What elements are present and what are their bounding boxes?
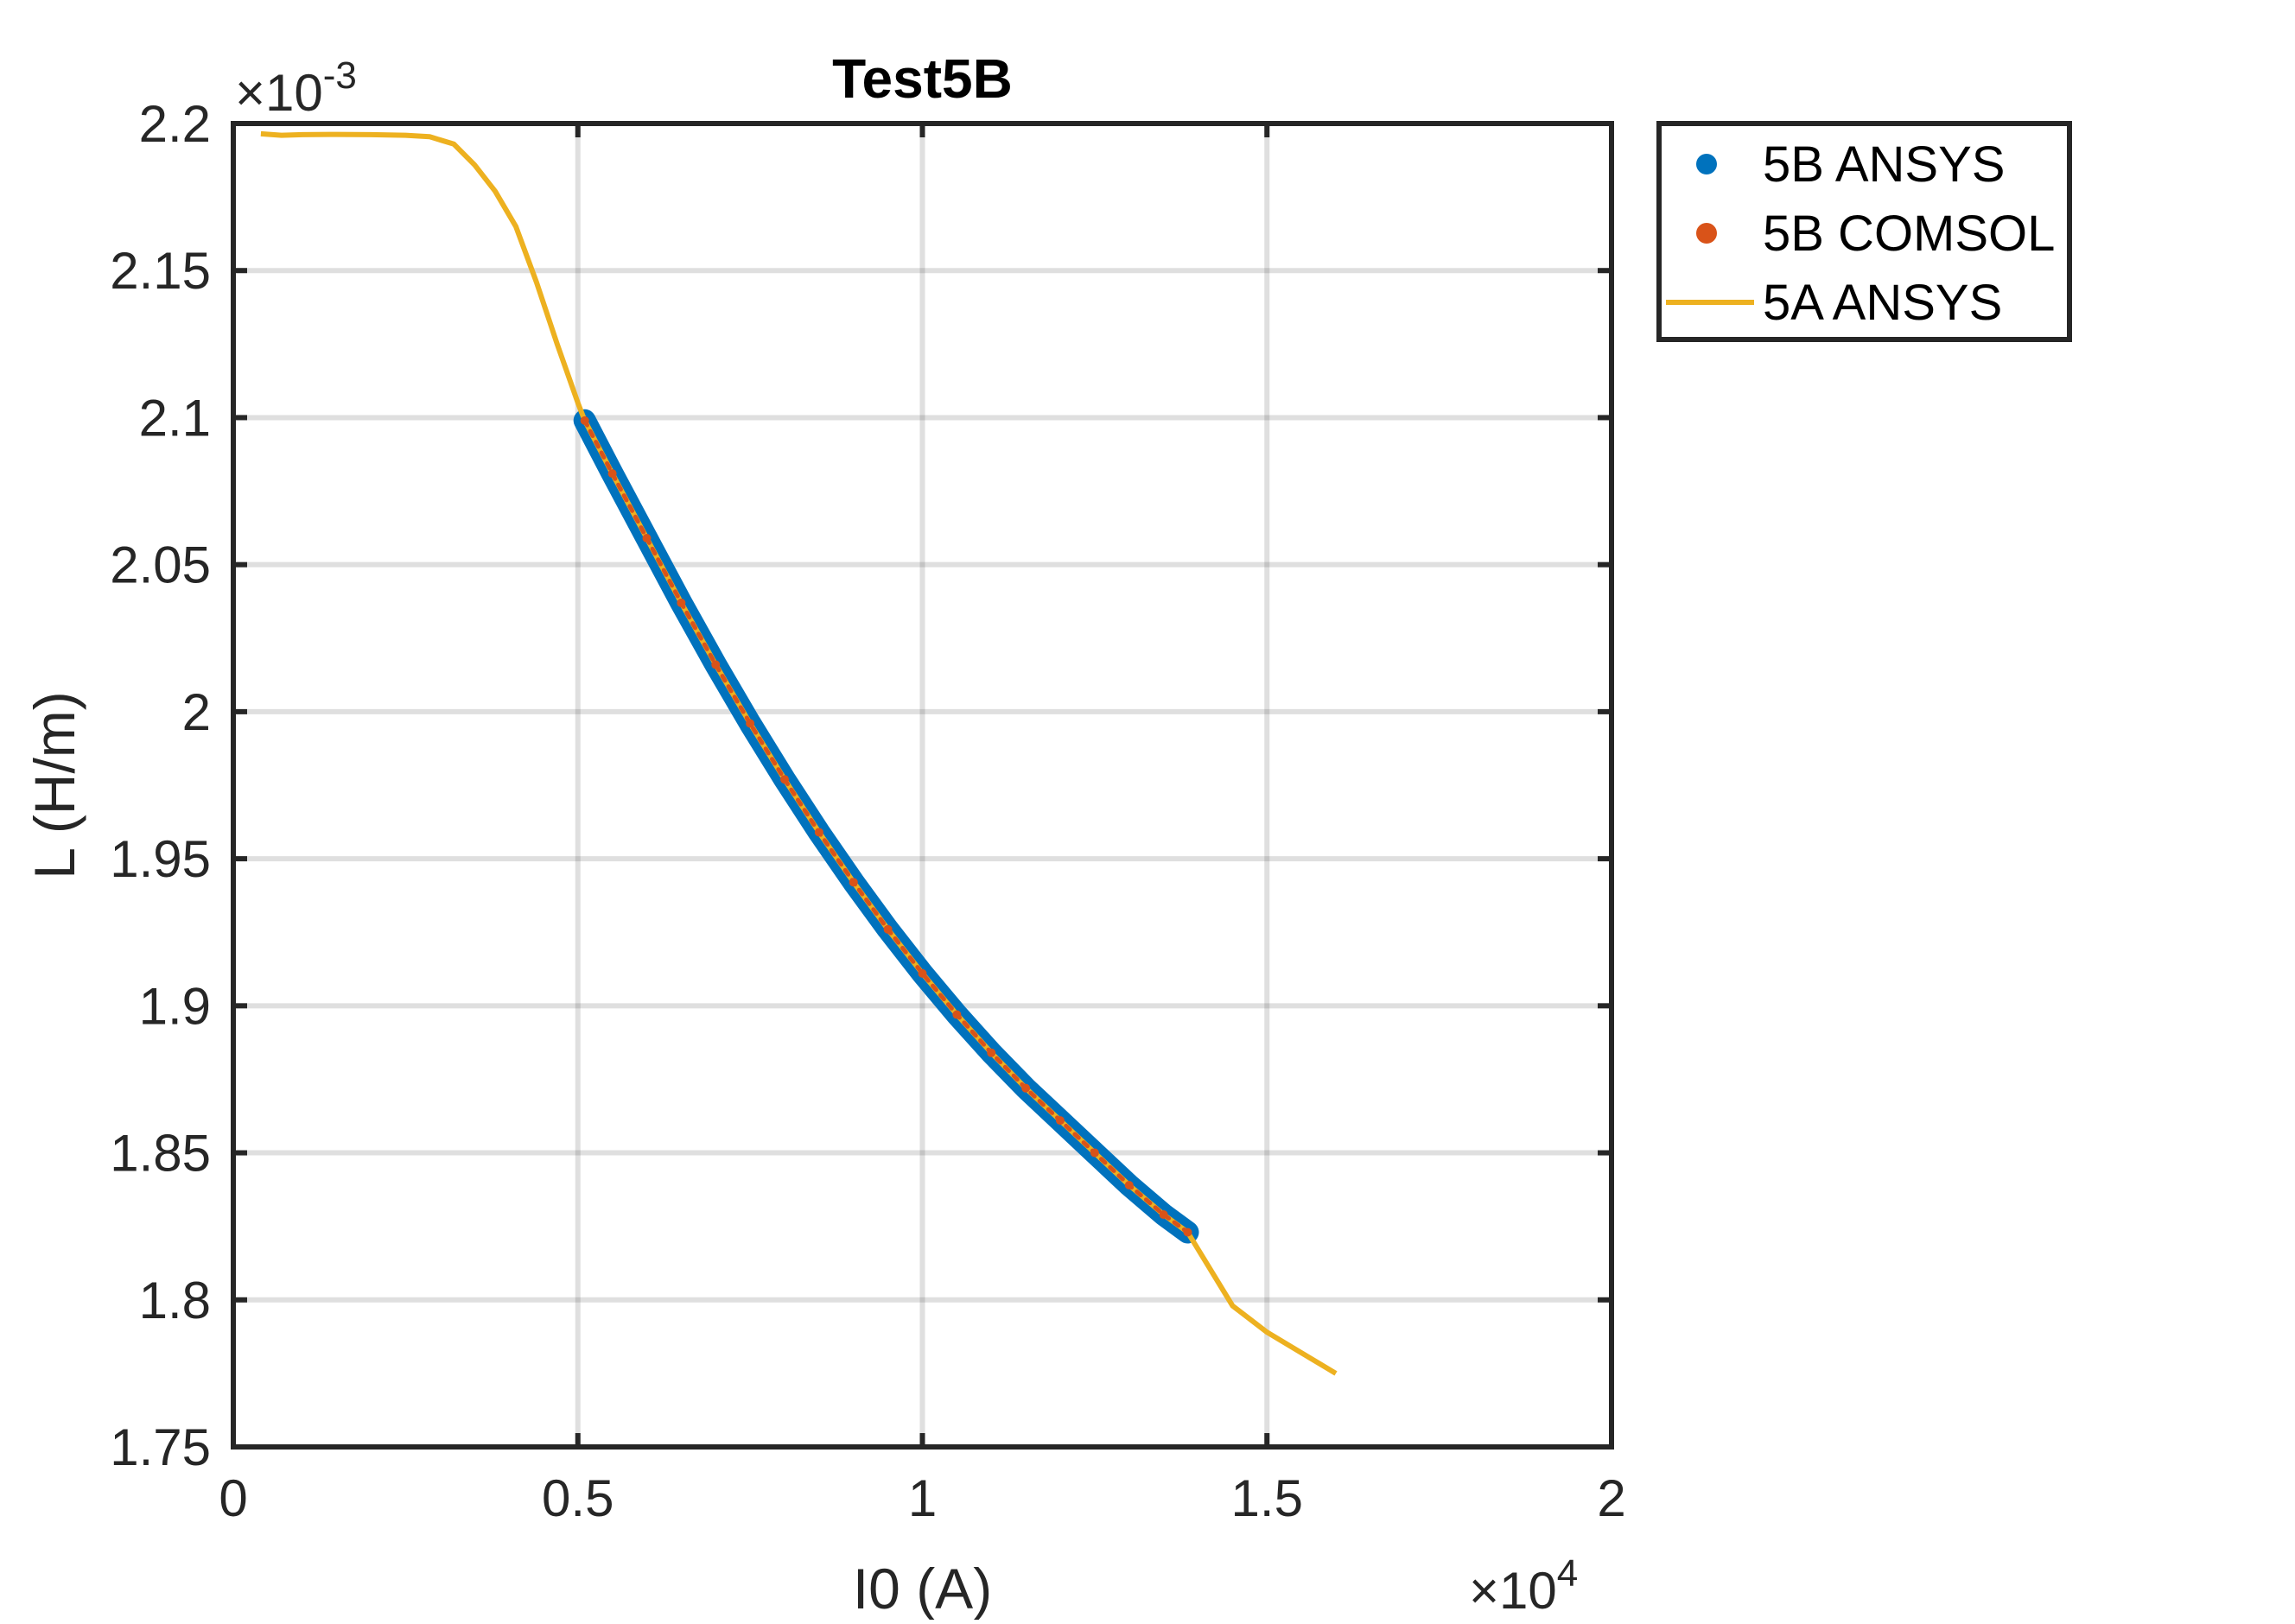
y-tick-label: 1.8 — [139, 1272, 211, 1329]
tick-layer: 0 0.5 1 1.5 2 1.75 1.8 1.85 1.9 1.95 2 2.05 2.1 2.15 2… — [110, 95, 1625, 1527]
y-tick-label: 2 — [182, 683, 211, 741]
data-point-5b-comsol — [987, 1048, 996, 1057]
legend-marker-5b-ansys — [1696, 154, 1717, 174]
data-point-5b-comsol — [1159, 1210, 1168, 1220]
legend-label-5a-ansys: 5A ANSYS — [1763, 275, 2002, 331]
data-point-5b-comsol — [849, 878, 858, 887]
chart-title: Test5B — [832, 48, 1013, 110]
x-tick-label: 1 — [908, 1469, 937, 1527]
legend-marker-5b-comsol — [1696, 223, 1717, 244]
data-point-5b-comsol — [607, 469, 617, 479]
data-point-5b-comsol — [814, 828, 823, 837]
y-axis-title: L (H/m) — [22, 691, 86, 879]
y-tick-label: 2.2 — [139, 95, 211, 153]
y-tick-label: 1.75 — [110, 1418, 211, 1476]
data-point-5b-comsol — [677, 598, 686, 607]
x-tick-label: 0 — [219, 1469, 247, 1527]
x-axis-title: I0 (A) — [853, 1557, 992, 1620]
legend: 5B ANSYS 5B COMSOL 5A ANSYS — [1656, 121, 2072, 342]
y-tick-label: 2.15 — [110, 242, 211, 300]
x-axis-multiplier: ×104 — [1469, 1552, 1578, 1620]
y-multiplier-exponent: -3 — [323, 54, 357, 97]
grid-layer — [233, 124, 1612, 1447]
y-axis-multiplier: ×10-3 — [235, 54, 357, 122]
y-tick-label: 2.05 — [110, 536, 211, 594]
data-point-5b-comsol — [1124, 1181, 1134, 1190]
data-point-5b-comsol — [580, 416, 589, 425]
y-tick-label: 2.1 — [139, 389, 211, 447]
series-layer — [260, 130, 1338, 1376]
data-point-5b-comsol — [711, 660, 721, 669]
x-multiplier-prefix: ×10 — [1469, 1562, 1557, 1620]
data-point-5b-comsol — [642, 534, 652, 543]
data-point-5b-comsol — [1183, 1228, 1192, 1237]
legend-label-5b-comsol: 5B COMSOL — [1763, 206, 2055, 262]
data-point-5b-comsol — [1056, 1116, 1065, 1126]
x-tick-label: 0.5 — [542, 1469, 613, 1527]
data-point-5b-comsol — [918, 968, 927, 978]
x-tick-label: 2 — [1597, 1469, 1625, 1527]
data-point-5b-comsol — [1090, 1148, 1099, 1158]
data-point-5b-comsol — [746, 719, 755, 728]
x-tick-label: 1.5 — [1231, 1469, 1303, 1527]
y-tick-label: 1.9 — [139, 977, 211, 1035]
y-tick-label: 1.95 — [110, 830, 211, 888]
y-multiplier-prefix: ×10 — [235, 64, 323, 122]
data-point-5b-comsol — [1021, 1083, 1031, 1093]
legend-label-5b-ansys: 5B ANSYS — [1763, 136, 2005, 193]
data-point-5b-comsol — [780, 775, 789, 784]
data-point-5b-comsol — [952, 1010, 962, 1019]
data-point-5b-comsol — [883, 924, 893, 934]
x-multiplier-exponent: 4 — [1557, 1552, 1578, 1595]
y-tick-label: 1.85 — [110, 1125, 211, 1183]
